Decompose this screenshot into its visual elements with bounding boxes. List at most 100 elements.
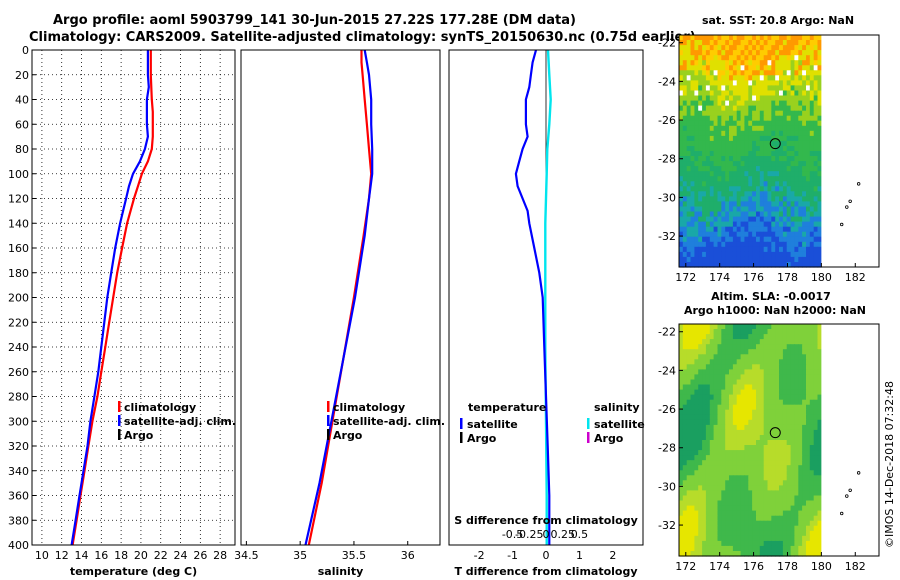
sla_map-cell bbox=[732, 470, 738, 476]
sla_map-cell bbox=[817, 530, 822, 537]
sla_map-cell bbox=[759, 389, 765, 396]
sla_map-cell bbox=[725, 329, 730, 335]
sst_map-cell bbox=[794, 105, 799, 112]
sst_map-cell bbox=[736, 130, 742, 137]
sst_map-cell bbox=[775, 181, 780, 187]
sst_map-cell bbox=[798, 166, 803, 172]
sst_map-cell bbox=[817, 75, 822, 81]
sla_map-cell bbox=[729, 500, 734, 507]
sla_map-cell bbox=[705, 475, 711, 481]
sla_map-cell bbox=[713, 379, 718, 386]
sst_map-cell bbox=[690, 186, 695, 192]
sla_map-cell bbox=[694, 409, 699, 416]
sla_map-cell bbox=[698, 374, 703, 380]
sst_map-cell bbox=[705, 241, 711, 248]
sst_map-cell bbox=[740, 211, 745, 218]
sla_map-cell bbox=[748, 500, 753, 507]
sla_map-cell bbox=[721, 379, 726, 386]
sst_map-cell bbox=[790, 166, 795, 172]
sla_map-cell bbox=[790, 349, 795, 355]
sst_map-cell bbox=[698, 120, 703, 127]
sla_map-cell bbox=[729, 424, 734, 431]
sst_map-cell bbox=[732, 60, 738, 66]
sst_map-cell bbox=[775, 130, 780, 137]
sst_map-cell bbox=[682, 90, 688, 97]
sla_map-cell bbox=[809, 324, 815, 330]
sst_map-cell bbox=[775, 140, 780, 147]
sla_map-cell bbox=[713, 404, 718, 411]
sst_map-cell bbox=[736, 181, 742, 187]
sst_map-cell bbox=[679, 70, 684, 76]
sst_map-cell bbox=[809, 75, 815, 81]
sla_map-cell bbox=[790, 399, 795, 406]
sla_map-cell bbox=[798, 475, 803, 481]
sla_map-cell bbox=[806, 460, 811, 466]
sla_map-cell bbox=[813, 384, 819, 391]
sla_map-cell bbox=[794, 510, 799, 517]
sst_map-cell bbox=[782, 246, 788, 253]
sst_map-cell bbox=[679, 241, 684, 248]
sla_map-cell bbox=[779, 419, 784, 426]
sst_map-cell bbox=[698, 156, 703, 162]
sst_map-cell bbox=[686, 130, 692, 137]
sst_map-cell bbox=[694, 90, 699, 97]
sst_map-cell bbox=[690, 95, 695, 102]
sst_map-cell bbox=[709, 65, 715, 71]
sst_map-cell bbox=[748, 226, 753, 233]
sst_map-cell bbox=[744, 120, 749, 127]
sst_map-cell bbox=[782, 120, 788, 127]
sst_map-cell bbox=[690, 176, 695, 182]
sst_map-cell bbox=[721, 95, 726, 102]
sla_map-cell bbox=[775, 450, 780, 456]
sla_map-cell bbox=[690, 490, 695, 496]
sla_map-cell bbox=[767, 399, 772, 406]
sst_map-cell bbox=[705, 256, 711, 263]
temp-xtick-label: 24 bbox=[174, 549, 188, 562]
sla_map-cell bbox=[679, 324, 684, 330]
sla_map-cell bbox=[748, 445, 753, 451]
sla_map-cell bbox=[740, 545, 745, 552]
sla_map-cell bbox=[740, 379, 745, 386]
sst_map-cell bbox=[794, 80, 799, 86]
sst_map-cell bbox=[809, 156, 815, 162]
sst_map-cell bbox=[729, 151, 734, 157]
sla_map-cell bbox=[756, 445, 761, 451]
sla_map-cell bbox=[721, 510, 726, 517]
sla_map-cell bbox=[713, 369, 718, 375]
sla_map-cell bbox=[709, 364, 715, 370]
sst_map-cell bbox=[802, 262, 807, 268]
sla_map-cell bbox=[717, 389, 722, 396]
sst_map-cell bbox=[694, 95, 699, 102]
sla_map-cell bbox=[729, 475, 734, 481]
sst_map-cell bbox=[779, 60, 784, 66]
sst_map-cell bbox=[790, 70, 795, 76]
sla_map-cell bbox=[736, 379, 742, 386]
sla_map-cell bbox=[694, 419, 699, 426]
sla_map-cell bbox=[721, 404, 726, 411]
sla_map-cell bbox=[679, 510, 684, 517]
sst_map-cell bbox=[771, 151, 776, 157]
sst_map-cell bbox=[779, 262, 784, 268]
sst_map-cell bbox=[759, 35, 765, 41]
sla_map-cell bbox=[763, 339, 769, 345]
sst_map-cell bbox=[717, 241, 722, 248]
sla_map-cell bbox=[736, 495, 742, 502]
sla_map-cell bbox=[686, 349, 692, 355]
sst_map-cell bbox=[813, 226, 819, 233]
sla_map-cell bbox=[782, 440, 788, 446]
sla_map-cell bbox=[767, 485, 772, 491]
sst_map-cell bbox=[798, 125, 803, 132]
sst_map-cell bbox=[767, 216, 772, 223]
sst_map-cell bbox=[771, 130, 776, 137]
sla_map-cell bbox=[698, 510, 703, 517]
sst_map-cell bbox=[775, 221, 780, 228]
sla_map-cell bbox=[732, 349, 738, 355]
sla_map-cell bbox=[702, 414, 707, 421]
sla_map-cell bbox=[798, 440, 803, 446]
sst_map-cell bbox=[713, 151, 718, 157]
sst_map-cell bbox=[729, 191, 734, 197]
sst_map-cell bbox=[794, 146, 799, 152]
sst_map-cell bbox=[748, 146, 753, 152]
sst_map-cell bbox=[682, 241, 688, 248]
sla_map-cell bbox=[763, 384, 769, 391]
